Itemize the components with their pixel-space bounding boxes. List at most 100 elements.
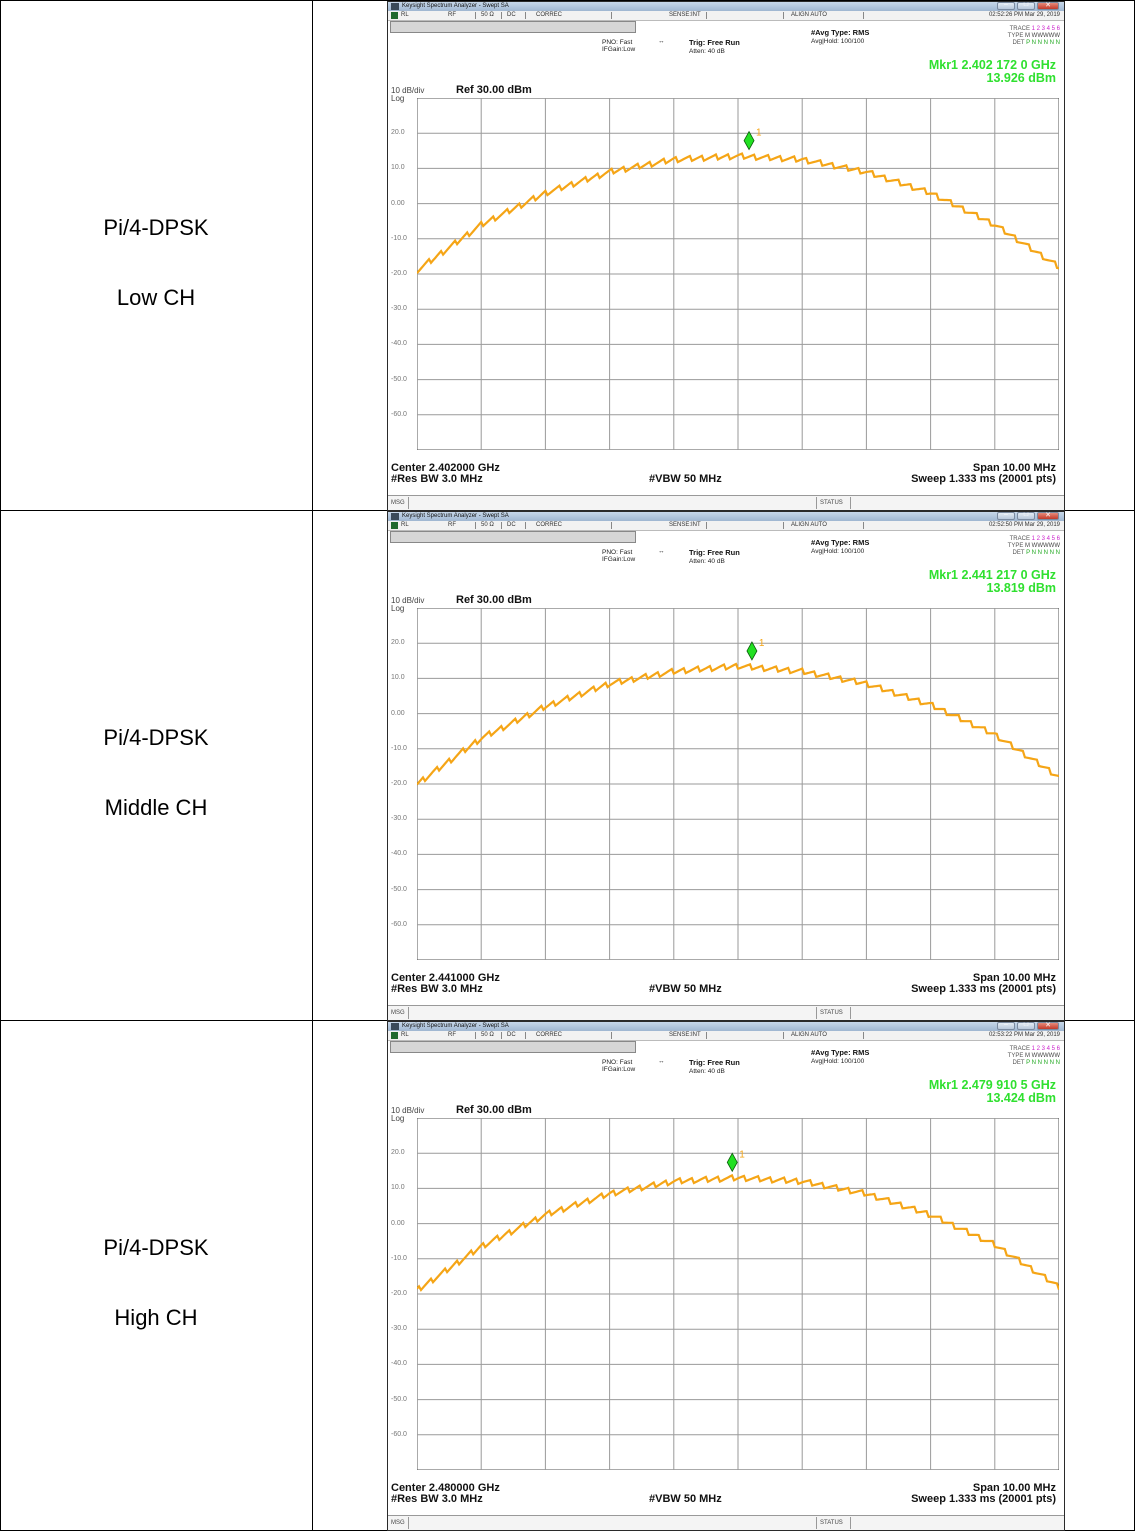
spectrum-plot: 1 [417, 1118, 1059, 1470]
spectrum-plot: 1 [417, 608, 1059, 960]
status-separator [611, 1032, 612, 1039]
minimize-button[interactable]: – [997, 1022, 1015, 1030]
table-border [312, 0, 313, 1531]
modulation-label: Pi/4-DPSK [103, 215, 209, 240]
status-separator [611, 522, 612, 529]
video-bandwidth: #VBW 50 MHz [649, 983, 722, 995]
close-button[interactable]: ✕ [1037, 2, 1059, 10]
det-label: DET [1012, 1060, 1025, 1066]
y-tick-label: 10.0 [391, 674, 405, 682]
video-bandwidth: #VBW 50 MHz [649, 1493, 722, 1505]
status-rf: RF [448, 522, 456, 528]
y-tick-label: -30.0 [391, 815, 407, 823]
sweep-setting: Sweep 1.333 ms (20001 pts) [911, 983, 1056, 995]
type-row: TYPE M WWWWW [1008, 1053, 1060, 1060]
window-title-bar: Keysight Spectrum Analyzer - Swept SA – □ ✕ [388, 512, 1064, 521]
y-tick-label: 20.0 [391, 129, 405, 137]
rl-icon [391, 522, 398, 529]
atten-setting: Atten: 40 dB [689, 1068, 725, 1075]
minimize-icon: – [1004, 511, 1008, 518]
status-coupling: DC [507, 12, 516, 18]
y-tick-label: 10.0 [391, 164, 405, 172]
type-value: M WWWWW [1025, 1053, 1060, 1059]
spectrum-analyzer-screenshot: Keysight Spectrum Analyzer - Swept SA – □ ✕… [387, 1021, 1065, 1531]
marker-1-label: 1 [759, 638, 765, 649]
type-row: TYPE M WWWWW [1008, 543, 1060, 550]
center-frequency: Center 2.480000 GHz [391, 1482, 500, 1494]
marker-1-label: 1 [756, 128, 762, 139]
avg-hold: Avg|Hold: 100/100 [811, 548, 865, 555]
msg-separator [816, 1007, 817, 1019]
scale-per-div: 10 dB/div [391, 596, 425, 605]
reference-level: Ref 30.00 dBm [456, 84, 532, 96]
msg-label: MSG [391, 1520, 405, 1526]
input-bar[interactable] [390, 21, 636, 33]
center-frequency: Center 2.441000 GHz [391, 972, 500, 984]
minimize-button[interactable]: – [997, 512, 1015, 520]
y-tick-label: 10.0 [391, 1184, 405, 1192]
close-button[interactable]: ✕ [1037, 1022, 1059, 1030]
trace-indicators: TRACE 1 2 3 4 5 6 TYPE M WWWWW DET P N N N… [1008, 26, 1060, 47]
arrow-icon: ↔ [658, 548, 665, 555]
close-icon: ✕ [1045, 1022, 1051, 1029]
ifgain-setting: IFGain:Low [602, 556, 636, 563]
window-title-bar: Keysight Spectrum Analyzer - Swept SA – □ ✕ [388, 1022, 1064, 1031]
scale-type: Log [391, 1114, 405, 1123]
maximize-button[interactable]: □ [1017, 1022, 1035, 1030]
msg-separator [816, 497, 817, 509]
y-tick-label: -50.0 [391, 1395, 407, 1403]
input-bar[interactable] [390, 1041, 636, 1053]
status-datetime: 02:53:22 PM Mar 29, 2019 [988, 1032, 1060, 1038]
channel-name-label: High CH [114, 1305, 198, 1330]
trace-numbers: 1 2 3 4 5 6 [1031, 536, 1060, 542]
y-tick-label: -40.0 [391, 850, 407, 858]
marker-1-diamond[interactable] [726, 1152, 738, 1173]
marker-1-diamond[interactable] [746, 641, 758, 661]
arrow-icon: ↔ [658, 38, 665, 45]
msg-separator [850, 1007, 851, 1019]
trace-row: TRACE 1 2 3 4 5 6 [1008, 1046, 1060, 1053]
rl-icon [391, 1032, 398, 1039]
msg-label: MSG [391, 1010, 405, 1016]
marker-level: 13.424 dBm [986, 1091, 1056, 1105]
center-frequency: Center 2.402000 GHz [391, 462, 500, 474]
avg-type: #Avg Type: RMS [811, 28, 870, 37]
status-separator [783, 522, 784, 529]
modulation-label: Pi/4-DPSK [103, 1235, 209, 1260]
status-label: STATUS [820, 500, 843, 506]
resolution-bandwidth: #Res BW 3.0 MHz [391, 983, 483, 995]
ifgain-setting: IFGain:Low [602, 1066, 636, 1073]
type-label: TYPE [1007, 1053, 1024, 1059]
spectrum-trace [417, 662, 1059, 786]
minimize-button[interactable]: – [997, 2, 1015, 10]
maximize-icon: □ [1023, 1, 1029, 8]
scale-per-div: 10 dB/div [391, 1106, 425, 1115]
status-sense: SENSE:INT [669, 522, 701, 528]
det-row: DET P N N N N N [1008, 40, 1060, 47]
status-separator [783, 1032, 784, 1039]
status-separator [706, 1032, 707, 1039]
close-icon: ✕ [1045, 512, 1051, 519]
marker-1-diamond[interactable] [743, 130, 755, 151]
trace-numbers: 1 2 3 4 5 6 [1031, 1046, 1060, 1052]
status-label: STATUS [820, 1010, 843, 1016]
trace-row: TRACE 1 2 3 4 5 6 [1008, 536, 1060, 543]
y-tick-label: -60.0 [391, 920, 407, 928]
channel-name-label: Low CH [116, 285, 196, 310]
input-bar[interactable] [390, 531, 636, 543]
status-separator [525, 12, 526, 19]
det-label: DET [1012, 40, 1025, 46]
arrow-icon: ↔ [658, 1058, 665, 1065]
channel-label: Pi/4-DPSK Middle CH [0, 510, 312, 1020]
msg-separator [850, 497, 851, 509]
minimize-icon: – [1004, 1021, 1008, 1028]
status-coupling: DC [507, 1032, 516, 1038]
status-separator [525, 522, 526, 529]
maximize-button[interactable]: □ [1017, 2, 1035, 10]
maximize-button[interactable]: □ [1017, 512, 1035, 520]
pno-setting: PNO: Fast [602, 1059, 633, 1066]
trace-numbers: 1 2 3 4 5 6 [1031, 26, 1060, 32]
close-button[interactable]: ✕ [1037, 512, 1059, 520]
det-row: DET P N N N N N [1008, 1060, 1060, 1067]
status-correc: CORREC [536, 522, 563, 528]
